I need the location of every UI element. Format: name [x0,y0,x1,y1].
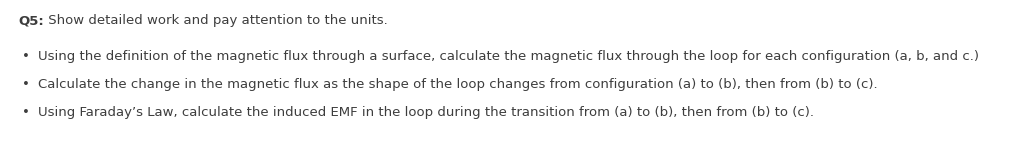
Text: Calculate the change in the magnetic flux as the shape of the loop changes from : Calculate the change in the magnetic flu… [38,78,877,91]
Text: •: • [22,106,30,119]
Text: Q5:: Q5: [18,14,43,27]
Text: Using the definition of the magnetic flux through a surface, calculate the magne: Using the definition of the magnetic flu… [38,50,979,63]
Text: •: • [22,50,30,63]
Text: Show detailed work and pay attention to the units.: Show detailed work and pay attention to … [44,14,388,27]
Text: Using Faraday’s Law, calculate the induced EMF in the loop during the transition: Using Faraday’s Law, calculate the induc… [38,106,814,119]
Text: •: • [22,78,30,91]
